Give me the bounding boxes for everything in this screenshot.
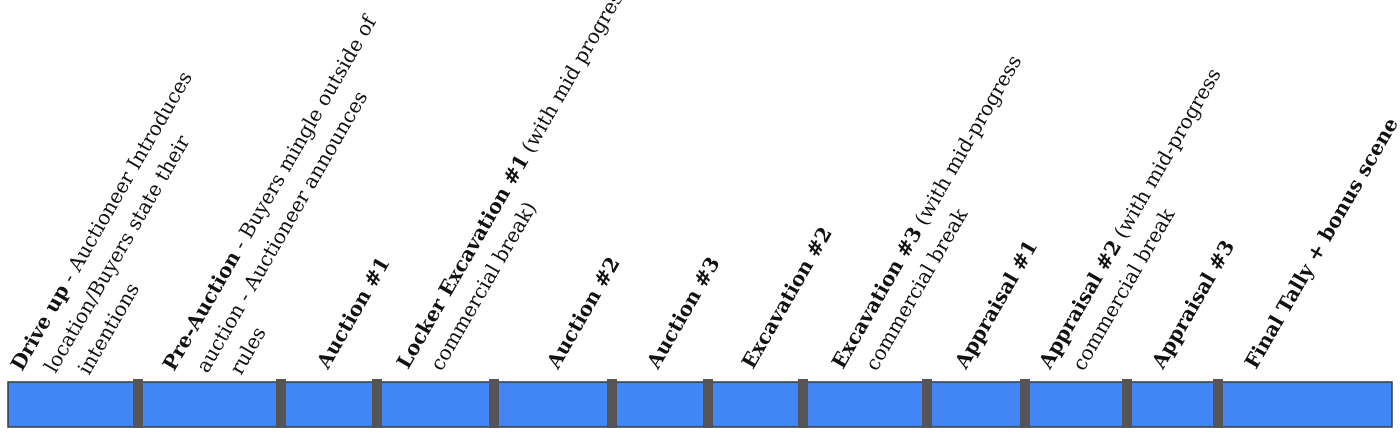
- label-line: Auction #2: [541, 253, 625, 374]
- label-line: Auction #1: [311, 253, 395, 374]
- divider: [922, 379, 932, 428]
- segment-title: Auction #1: [311, 253, 395, 374]
- label-line: Appraisal #3: [1146, 236, 1239, 374]
- label-line: Auction #3: [641, 253, 725, 374]
- divider: [276, 379, 286, 428]
- segment-description: - Buyers mingle outside of: [227, 10, 381, 253]
- segment-label: Appraisal #1: [949, 236, 1042, 374]
- segment-title: Auction #2: [541, 253, 625, 374]
- dividers: [133, 379, 1223, 428]
- divider: [1122, 379, 1132, 428]
- segment-title: Appraisal #3: [1146, 236, 1239, 374]
- divider: [607, 379, 617, 428]
- timeline-bar: [7, 381, 1393, 428]
- segment-description: (with mid progress: [516, 0, 633, 157]
- segment-title: Final Tally + bonus scene: [1240, 113, 1400, 372]
- label-line: Appraisal #2(with mid-progress: [1033, 64, 1226, 374]
- divider: [372, 379, 382, 428]
- segment-description: (with mid-progress: [909, 51, 1026, 230]
- divider: [703, 379, 713, 428]
- divider: [1020, 379, 1030, 428]
- segment-title: Excavation #2: [737, 223, 837, 373]
- divider: [798, 379, 808, 428]
- label-line: Locker Excavation #1(with mid progress: [392, 0, 633, 373]
- segment-label: Excavation #2: [737, 223, 837, 373]
- divider: [1213, 379, 1223, 428]
- segment-label: Pre-Auction- Buyers mingle outside ofauc…: [158, 10, 382, 378]
- divider: [489, 379, 499, 428]
- segment-label: Auction #2: [541, 253, 625, 374]
- segment-label: Excavation #3(with mid-progresscommercia…: [827, 51, 1027, 375]
- segment-label: Locker Excavation #1(with mid progressco…: [392, 0, 633, 375]
- segment-label: Appraisal #3: [1146, 236, 1239, 374]
- segment-label: Appraisal #2(with mid-progresscommercial…: [1033, 64, 1226, 375]
- segment-label: Auction #3: [641, 253, 725, 374]
- labels: Drive up- Auctioneer Introduceslocation/…: [6, 0, 1400, 379]
- segment-title: Appraisal #1: [949, 236, 1042, 374]
- divider: [133, 379, 143, 428]
- label-line: Appraisal #1: [949, 236, 1042, 374]
- segment-label: Final Tally + bonus scene: [1240, 113, 1400, 372]
- label-line: Excavation #2: [737, 223, 837, 373]
- label-line: Final Tally + bonus scene: [1240, 113, 1400, 372]
- segment-label: Auction #1: [311, 253, 395, 374]
- segment-title: Auction #3: [641, 253, 725, 374]
